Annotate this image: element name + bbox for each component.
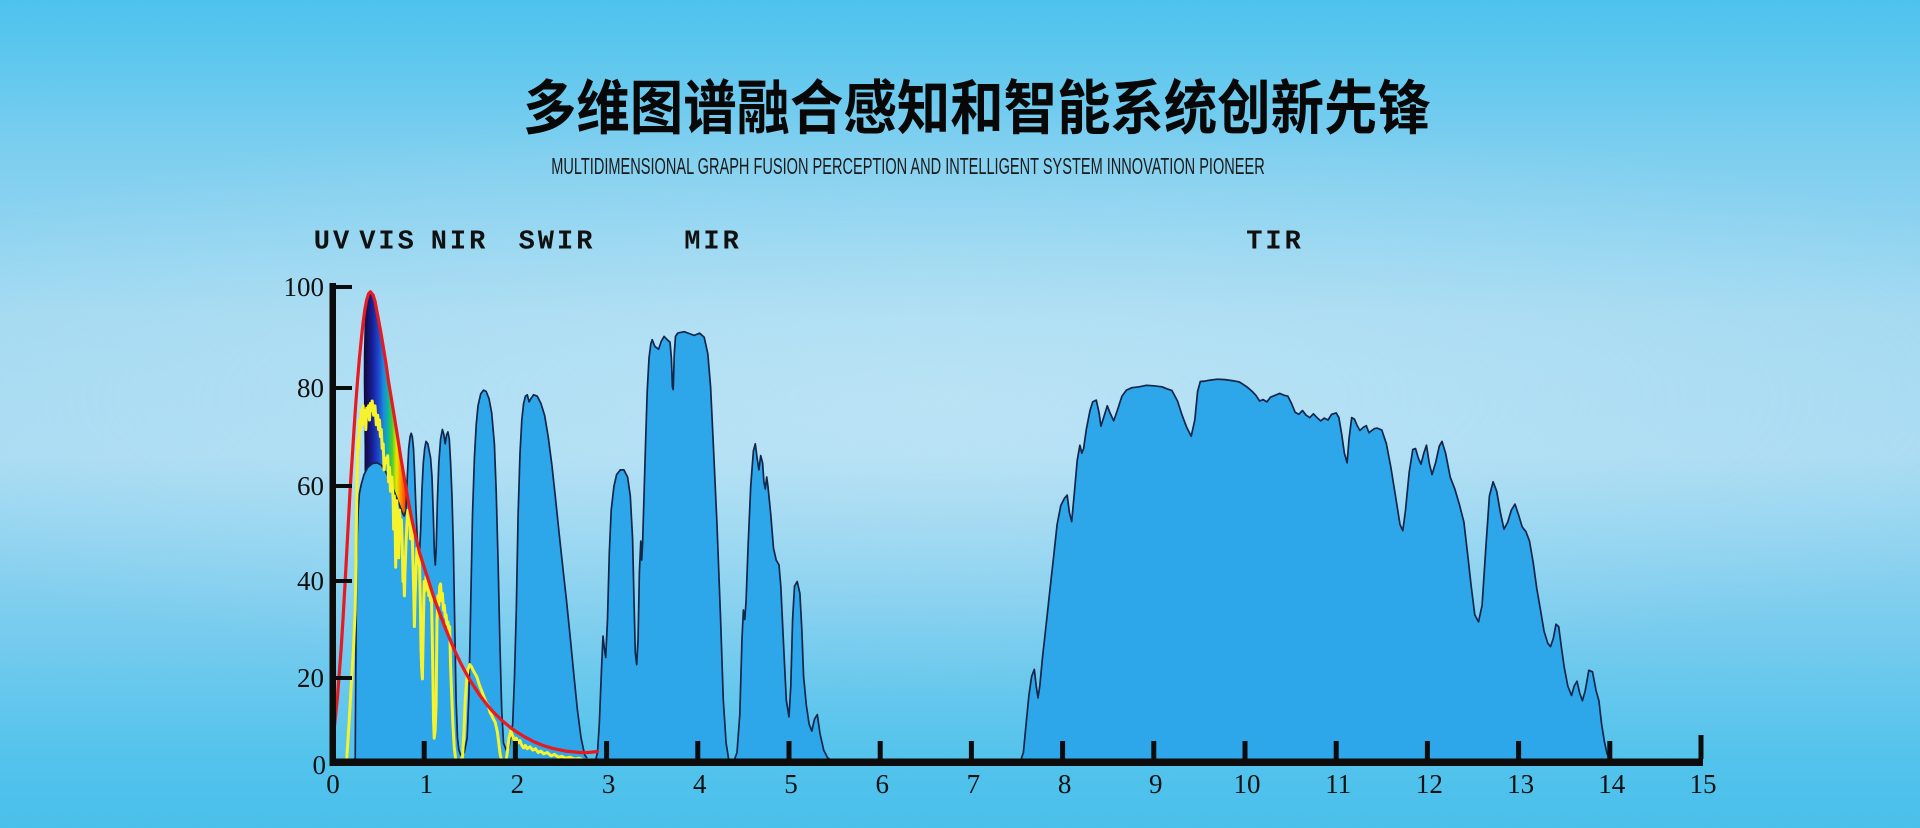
svg-text:14: 14 — [1598, 769, 1626, 799]
svg-text:0: 0 — [313, 750, 327, 780]
svg-text:15: 15 — [1690, 769, 1717, 799]
svg-text:SWIR: SWIR — [519, 228, 596, 258]
svg-text:MIR: MIR — [684, 228, 742, 258]
svg-text:8: 8 — [1058, 769, 1072, 799]
svg-text:TIR: TIR — [1246, 228, 1304, 258]
svg-text:11: 11 — [1325, 769, 1351, 799]
svg-text:40: 40 — [297, 566, 324, 596]
svg-text:NIR: NIR — [431, 228, 489, 258]
svg-text:0: 0 — [326, 769, 340, 799]
svg-text:5: 5 — [784, 769, 798, 799]
svg-text:2: 2 — [511, 769, 525, 799]
svg-text:10: 10 — [1234, 769, 1261, 799]
svg-text:20: 20 — [297, 663, 324, 693]
svg-text:3: 3 — [602, 769, 616, 799]
svg-text:6: 6 — [875, 769, 889, 799]
svg-text:7: 7 — [967, 769, 981, 799]
svg-text:12: 12 — [1416, 769, 1443, 799]
svg-text:UV: UV — [314, 228, 352, 258]
svg-text:80: 80 — [297, 373, 324, 403]
svg-text:9: 9 — [1149, 769, 1163, 799]
svg-text:VIS: VIS — [359, 228, 417, 258]
svg-text:13: 13 — [1507, 769, 1534, 799]
svg-text:1: 1 — [419, 769, 433, 799]
svg-text:4: 4 — [693, 769, 707, 799]
svg-text:100: 100 — [284, 272, 325, 302]
svg-text:60: 60 — [297, 471, 324, 501]
